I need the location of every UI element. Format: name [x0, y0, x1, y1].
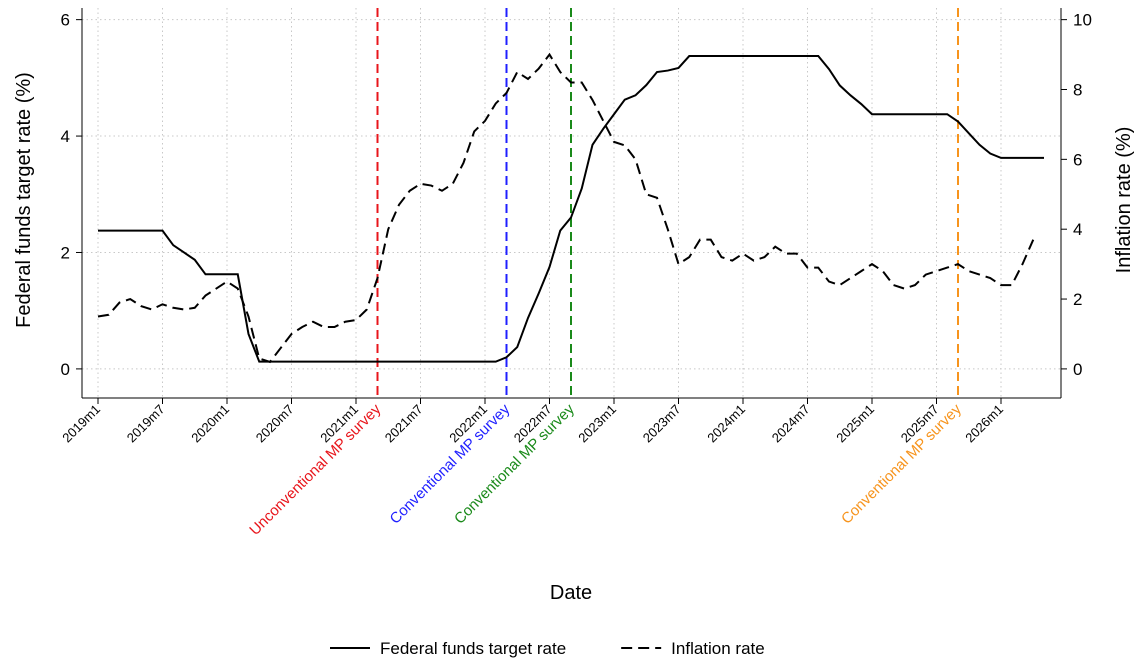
y-tick-label: 6	[61, 11, 70, 30]
y-tick-label: 4	[61, 127, 70, 146]
x-tick-label: 2020m7	[253, 402, 297, 446]
y2-tick-label: 0	[1073, 360, 1082, 379]
y2-axis-label: Inflation rate (%)	[1113, 127, 1135, 274]
x-tick-label: 2023m1	[575, 402, 619, 446]
x-tick-label: 2024m1	[704, 402, 748, 446]
x-tick-label: 2024m7	[769, 402, 813, 446]
y-tick-label: 0	[61, 360, 70, 379]
x-axis-label: Date	[550, 582, 592, 604]
x-tick-label: 2026m1	[962, 402, 1006, 446]
y-axis-label: Federal funds target rate (%)	[13, 72, 35, 328]
y2-tick-label: 4	[1073, 220, 1082, 239]
series-line	[97, 52, 1035, 364]
legend-label: Federal funds target rate	[380, 639, 566, 658]
x-tick-label: 2025m1	[833, 402, 877, 446]
x-tick-label: 2019m1	[59, 402, 103, 446]
y2-tick-label: 6	[1073, 150, 1082, 169]
y2-tick-label: 8	[1073, 80, 1082, 99]
y2-tick-label: 10	[1073, 11, 1092, 30]
series-line	[98, 55, 1044, 363]
x-tick-label: 2021m7	[382, 402, 426, 446]
y-tick-label: 2	[61, 243, 70, 262]
x-tick-label: 2019m7	[124, 402, 168, 446]
y2-tick-label: 2	[1073, 290, 1082, 309]
x-tick-label: 2023m7	[640, 402, 684, 446]
x-tick-label: 2020m1	[188, 402, 232, 446]
legend-label: Inflation rate	[671, 639, 765, 658]
